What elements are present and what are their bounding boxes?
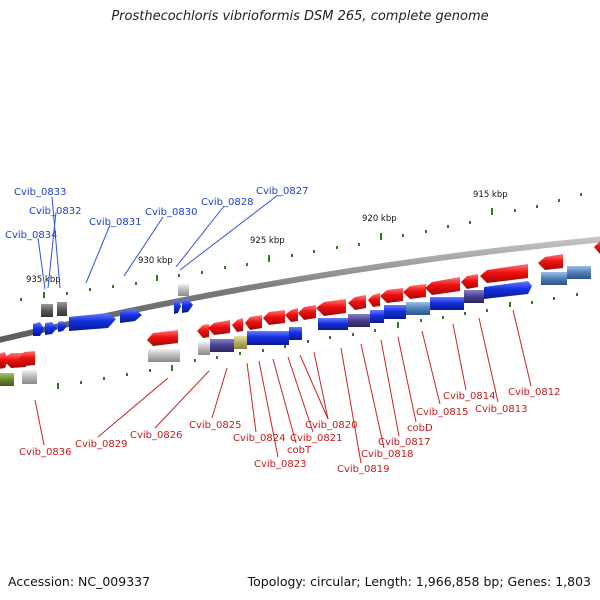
gene-feature[interactable] (464, 290, 484, 303)
gene-arrow[interactable] (45, 322, 57, 335)
kbp-label: 920 kbp (362, 214, 397, 224)
gene-arrow[interactable] (232, 318, 243, 332)
gene-feature[interactable] (148, 349, 180, 362)
gene-arrow[interactable] (2, 353, 26, 368)
reverse-strand-genes (0, 240, 600, 386)
gene-arrow[interactable] (484, 281, 532, 299)
middle-track-genes (318, 266, 591, 330)
gene-feature[interactable] (289, 327, 302, 340)
gene-feature[interactable] (370, 310, 384, 323)
gene-feature[interactable] (22, 370, 37, 384)
map-title: Prosthecochloris vibrioformis DSM 265, c… (111, 9, 489, 24)
kbp-scale: 935 kbp 930 kbp 925 kbp 920 kbp 915 kbp (26, 190, 508, 285)
gene-label[interactable]: Cvib_0823 (254, 459, 306, 470)
gene-label[interactable]: Cvib_0830 (145, 207, 197, 218)
gene-arrow[interactable] (348, 295, 366, 310)
gene-label[interactable]: Cvib_0813 (475, 404, 527, 415)
gene-arrow[interactable] (480, 264, 528, 283)
gene-arrow[interactable] (316, 299, 346, 316)
gene-feature[interactable] (234, 336, 247, 349)
gene-arrow[interactable] (368, 293, 380, 307)
gene-label[interactable]: Cvib_0825 (189, 420, 241, 431)
gene-arrow[interactable] (197, 324, 209, 338)
gene-label[interactable]: Cvib_0827 (256, 186, 308, 197)
gene-feature[interactable] (247, 331, 289, 345)
forward-strand-genes (33, 284, 193, 336)
gene-feature[interactable] (567, 266, 591, 279)
accession-text: Accession: NC_009337 (8, 574, 151, 589)
kbp-label: 925 kbp (250, 236, 285, 246)
gene-feature[interactable] (430, 297, 464, 310)
gene-arrow[interactable] (425, 277, 460, 295)
gene-arrow[interactable] (594, 240, 600, 254)
gene-arrow[interactable] (208, 320, 230, 335)
outer-ticks (20, 193, 582, 301)
gene-feature[interactable] (318, 318, 348, 330)
gene-label[interactable]: Cvib_0824 (233, 433, 285, 444)
gene-arrow[interactable] (182, 299, 193, 313)
gene-label[interactable]: Cvib_0819 (337, 464, 389, 475)
gene-label[interactable]: Cvib_0832 (29, 206, 81, 217)
gene-arrow[interactable] (69, 313, 116, 331)
gene-feature[interactable] (0, 373, 14, 386)
genome-backbone (0, 236, 600, 343)
gene-label[interactable]: cobD (407, 423, 433, 434)
gene-arrow[interactable] (147, 330, 178, 346)
gene-label[interactable]: Cvib_0829 (75, 439, 127, 450)
gene-label[interactable]: Cvib_0814 (443, 391, 495, 402)
gene-arrow[interactable] (58, 321, 67, 332)
kbp-label: 915 kbp (473, 190, 508, 200)
gene-arrow[interactable] (298, 305, 316, 320)
kbp-label: 930 kbp (138, 256, 173, 266)
gene-label[interactable]: Cvib_0820 (305, 420, 357, 431)
gene-label[interactable]: Cvib_0818 (361, 449, 413, 460)
gene-arrow[interactable] (285, 308, 298, 322)
gene-label[interactable]: cobT (287, 445, 312, 456)
gene-label[interactable]: Cvib_0828 (201, 197, 253, 208)
gene-feature[interactable] (541, 272, 567, 285)
gene-label[interactable]: Cvib_0833 (14, 187, 66, 198)
gene-feature[interactable] (384, 305, 406, 319)
gene-arrow[interactable] (19, 351, 35, 366)
forward-label-connectors (37, 194, 279, 290)
gene-feature[interactable] (210, 339, 234, 352)
gene-arrow[interactable] (174, 300, 181, 314)
gene-label[interactable]: Cvib_0831 (89, 217, 141, 228)
topology-text: Topology: circular; Length: 1,966,858 bp… (247, 574, 591, 589)
gene-label[interactable]: Cvib_0821 (290, 433, 342, 444)
gene-label[interactable]: Cvib_0826 (130, 430, 182, 441)
gene-feature[interactable] (348, 314, 370, 327)
gene-feature[interactable] (41, 304, 53, 317)
gene-arrow[interactable] (380, 288, 403, 303)
reverse-label-connectors (34, 309, 532, 464)
gene-feature[interactable] (198, 342, 210, 355)
gene-arrow[interactable] (245, 315, 262, 330)
gene-feature[interactable] (406, 302, 430, 315)
gene-label[interactable]: Cvib_0836 (19, 447, 71, 458)
gene-arrow[interactable] (403, 284, 426, 299)
gene-label[interactable]: Cvib_0834 (5, 230, 57, 241)
gene-feature[interactable] (178, 284, 189, 296)
gene-feature[interactable] (57, 302, 67, 316)
gene-arrow[interactable] (461, 274, 478, 289)
reverse-gene-labels: Cvib_0836 Cvib_0829 Cvib_0826 Cvib_0825 … (19, 387, 560, 475)
gene-label[interactable]: Cvib_0815 (416, 407, 468, 418)
gene-arrow[interactable] (263, 310, 285, 325)
gene-arrow[interactable] (33, 322, 44, 336)
gene-label[interactable]: Cvib_0812 (508, 387, 560, 398)
forward-gene-labels: Cvib_0833 Cvib_0832 Cvib_0834 Cvib_0831 … (5, 186, 308, 241)
gene-arrow[interactable] (538, 254, 563, 270)
gene-arrow[interactable] (120, 309, 142, 323)
gene-arrow[interactable] (0, 352, 8, 369)
gene-label[interactable]: Cvib_0817 (378, 437, 430, 448)
